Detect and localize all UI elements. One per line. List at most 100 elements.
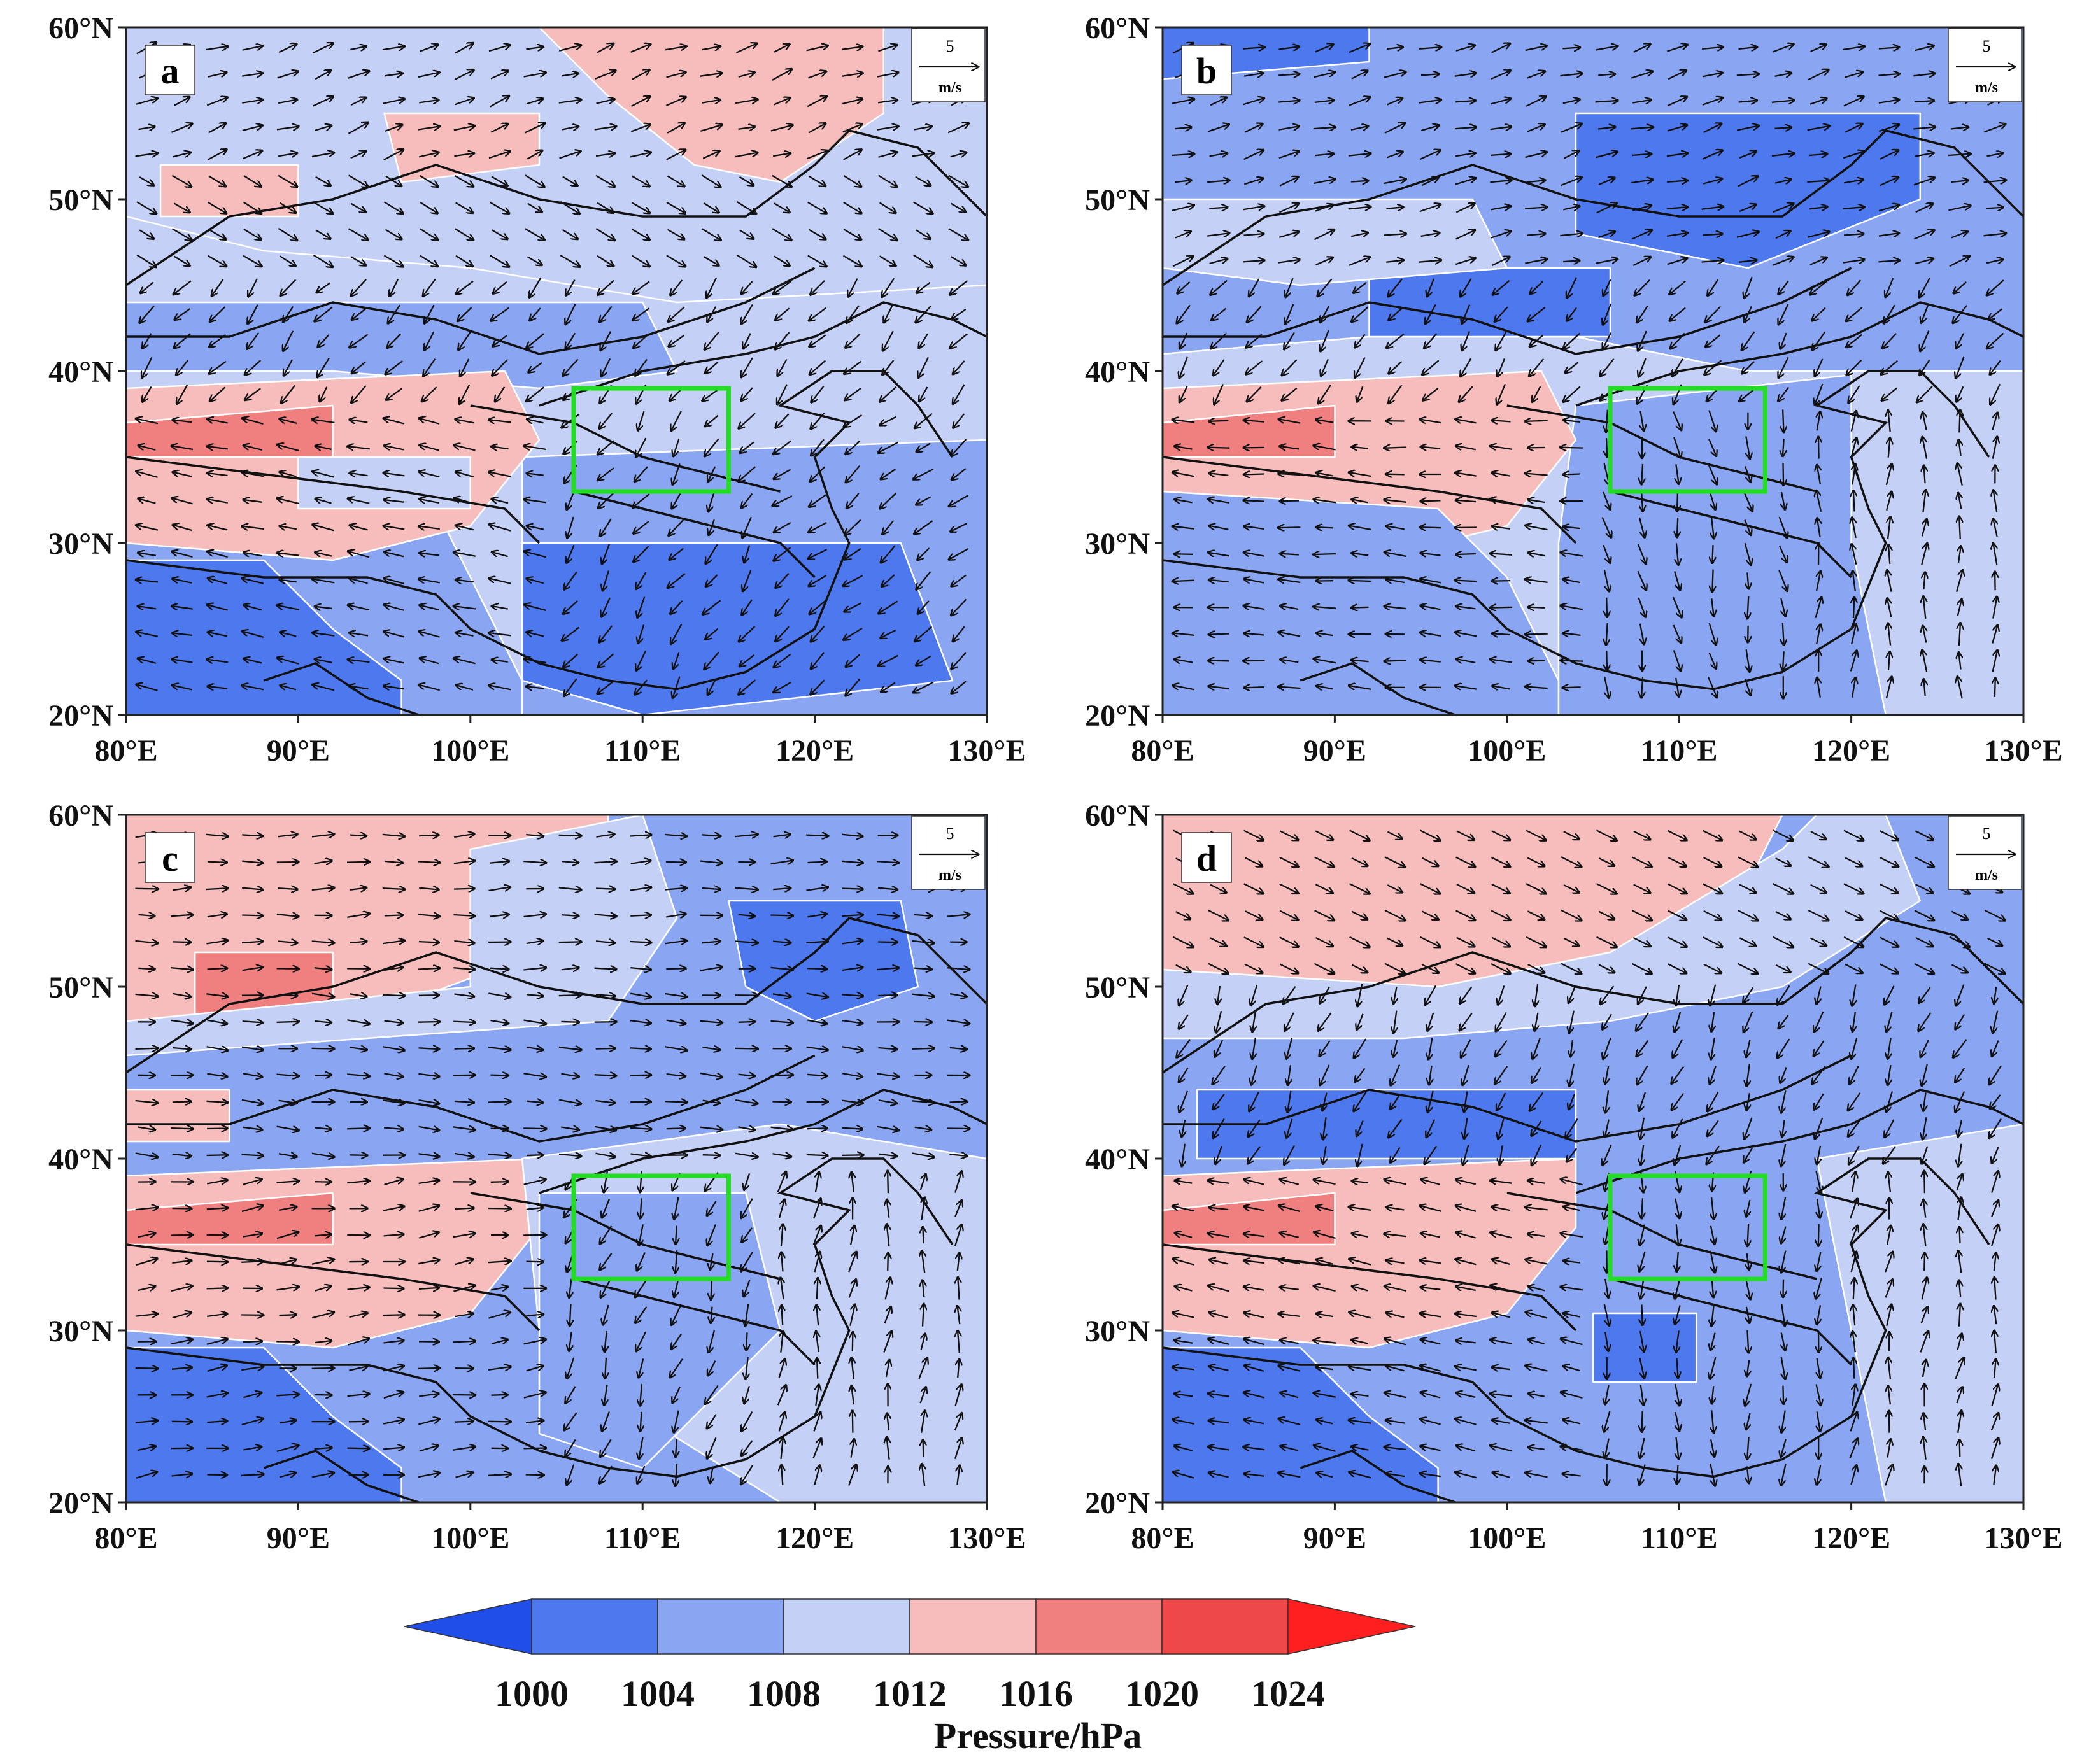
lat-tick-label: 20°N — [1085, 1486, 1150, 1520]
wind-vector — [490, 71, 509, 80]
wind-vector — [772, 228, 791, 240]
wind-vector — [777, 358, 788, 376]
wind-vector — [488, 1101, 511, 1102]
wind-vector — [774, 255, 790, 266]
wind-vector — [348, 122, 368, 134]
wind-vector — [1712, 569, 1713, 593]
wind-vector — [743, 333, 751, 349]
wind-vector — [455, 472, 474, 478]
lon-tick-label: 100°E — [431, 1521, 509, 1555]
wind-vector — [949, 495, 969, 507]
wind-vector — [772, 1102, 791, 1103]
wind-vector — [419, 174, 438, 187]
wind-vector — [207, 150, 227, 161]
lat-tick-label: 20°N — [1085, 699, 1150, 733]
wind-vector — [173, 152, 191, 158]
wind-vector — [386, 388, 402, 400]
wind-vector — [419, 835, 439, 836]
wind-vector — [208, 175, 226, 187]
wind-vector — [278, 153, 297, 156]
wind-vector — [142, 356, 153, 378]
colorbar: 1000 1004 1008 1012 1016 1020 1024 Pressure/hPa — [404, 1598, 1416, 1756]
wind-vector — [884, 306, 893, 323]
wind-vector — [1642, 1411, 1643, 1432]
wind-vector — [881, 545, 896, 563]
boundary-line — [126, 129, 987, 286]
wind-vector — [882, 330, 894, 351]
wind-vector — [844, 548, 861, 560]
wind-vector — [701, 174, 721, 187]
wind-vector — [419, 445, 439, 451]
boundary-line — [126, 267, 816, 355]
lat-tick-label: 40°N — [48, 1143, 113, 1176]
wind-vector — [242, 915, 263, 916]
wind-vector — [315, 446, 332, 449]
wind-vector — [601, 358, 611, 376]
wind-vector — [420, 201, 437, 213]
wind-vector — [1528, 607, 1545, 608]
wind-vector — [312, 579, 335, 582]
wind-vector — [1243, 500, 1265, 502]
wind-vector — [1606, 597, 1607, 617]
wind-vector — [600, 306, 613, 323]
wind-vector — [315, 306, 333, 321]
wind-vector — [878, 600, 898, 614]
wind-vector — [632, 493, 650, 508]
wind-vector — [524, 499, 547, 502]
wind-vector — [244, 388, 261, 400]
wind-vector — [350, 202, 366, 213]
wind-vector — [1853, 1358, 1854, 1379]
wind-vector — [347, 71, 369, 80]
wind-vector — [208, 73, 227, 78]
wind-vector — [456, 280, 474, 295]
wind-vector — [667, 360, 686, 374]
wind-vector — [916, 281, 931, 293]
wind-vector — [350, 46, 367, 50]
wind-vector — [562, 176, 578, 186]
wind-vector — [346, 862, 370, 863]
wind-vector — [1606, 438, 1607, 457]
wind-vector — [1606, 651, 1607, 670]
panel-label: b — [1196, 50, 1217, 92]
wind-vector — [775, 332, 790, 349]
wind-vector — [948, 228, 968, 240]
lon-tick-label: 90°E — [267, 734, 330, 768]
wind-vector — [1525, 634, 1548, 635]
wind-vector — [707, 306, 717, 322]
wind-vector — [1677, 517, 1678, 537]
wind-vector — [562, 413, 580, 428]
wind-vector — [350, 525, 368, 531]
wind-vector — [385, 175, 402, 187]
reference-vector-value: 5 — [946, 37, 954, 55]
wind-vector — [919, 333, 928, 348]
lat-tick-label: 40°N — [48, 355, 113, 389]
wind-vector — [636, 572, 647, 589]
wind-vector — [491, 446, 509, 449]
wind-vector — [705, 361, 719, 374]
wind-vector — [702, 600, 721, 614]
wind-vector — [312, 97, 333, 107]
lon-tick-label: 100°E — [1468, 1521, 1546, 1555]
wind-vector — [881, 574, 895, 587]
wind-vector — [315, 498, 332, 504]
wind-vector — [772, 495, 793, 506]
wind-vector — [741, 493, 753, 509]
wind-vector — [526, 99, 543, 105]
pressure-contour-region — [1850, 370, 2023, 715]
wind-vector — [807, 1128, 828, 1129]
lat-tick-label: 60°N — [1085, 11, 1150, 45]
wind-vector — [669, 334, 684, 347]
wind-vector — [382, 99, 405, 104]
wind-vector — [489, 255, 510, 267]
wind-vector — [138, 553, 157, 556]
wind-vector — [384, 446, 404, 450]
wind-vector — [702, 100, 721, 103]
wind-vector — [877, 100, 898, 102]
wind-vector — [347, 1235, 370, 1236]
wind-vector — [460, 358, 470, 376]
wind-vector — [208, 632, 228, 636]
wind-vector — [525, 1475, 544, 1476]
lon-tick-label: 80°E — [1131, 1521, 1194, 1555]
wind-vector — [919, 386, 928, 402]
